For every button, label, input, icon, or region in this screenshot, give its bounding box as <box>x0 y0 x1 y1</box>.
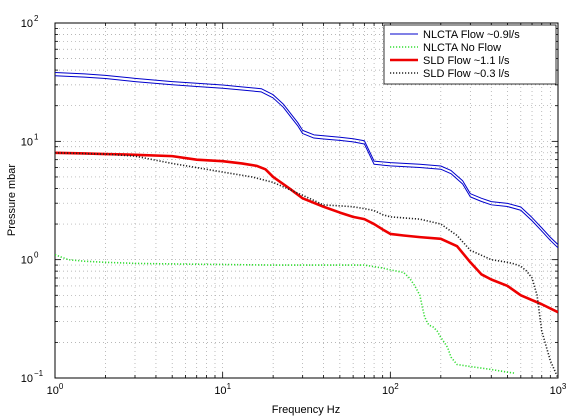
y-tick-exponent: 1 <box>34 132 39 141</box>
series-3-line <box>55 151 558 314</box>
x-tick-label: 102 <box>382 382 399 397</box>
legend-label: SLD Flow ~1.1 l/s <box>423 55 510 67</box>
y-tick-exponent: 0 <box>34 251 39 260</box>
x-tick-label: 101 <box>214 382 231 397</box>
y-tick-exponent: −1 <box>34 369 44 378</box>
legend-label: NLCTA No Flow <box>423 42 501 54</box>
series-1-line-lower <box>55 75 558 249</box>
x-axis-label: Frequency Hz <box>272 404 340 416</box>
legend-box <box>383 24 557 85</box>
y-tick-label: 10 <box>21 136 33 148</box>
series-1-line-upper <box>55 72 558 245</box>
y-tick-label: 10 <box>21 18 33 30</box>
y-tick-exponent: 2 <box>34 14 39 23</box>
legend-label: NLCTA Flow ~0.9l/s <box>423 29 520 41</box>
series-2-line <box>55 254 515 374</box>
legend-label: SLD Flow ~0.3 l/s <box>423 68 510 80</box>
x-tick-label: 100 <box>47 382 64 397</box>
y-tick-label: 10 <box>21 373 33 385</box>
x-tick-label: 103 <box>550 382 567 397</box>
y-tick-label: 10 <box>21 255 33 267</box>
y-axis-label: Pressure mbar <box>6 164 18 236</box>
plot-area-frame <box>54 22 559 379</box>
series-group <box>55 72 558 378</box>
